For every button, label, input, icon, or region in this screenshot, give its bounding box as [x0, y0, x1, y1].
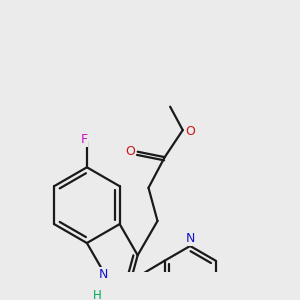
Text: O: O	[125, 145, 135, 158]
Text: F: F	[80, 134, 88, 146]
Text: H: H	[93, 289, 102, 300]
Text: N: N	[98, 268, 108, 281]
Text: N: N	[185, 232, 195, 245]
Text: O: O	[186, 125, 196, 138]
